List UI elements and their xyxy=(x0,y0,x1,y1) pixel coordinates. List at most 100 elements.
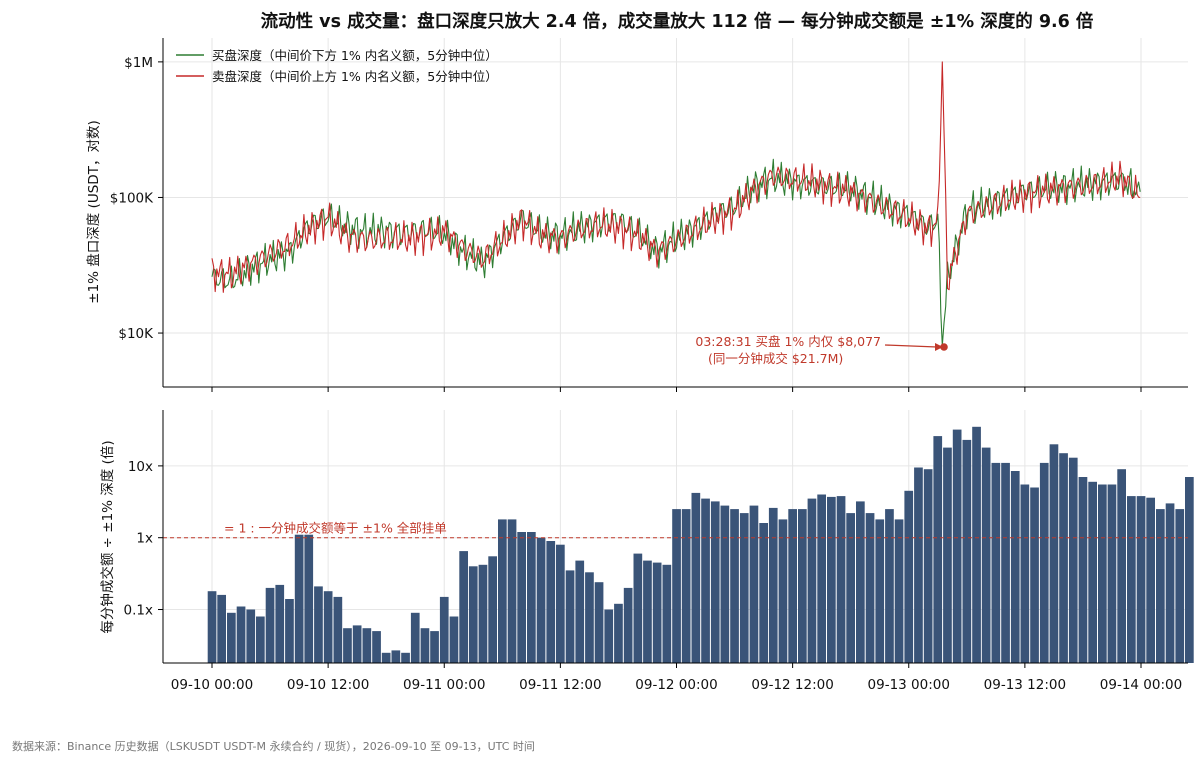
ratio-bar xyxy=(710,501,720,663)
ratio-bar xyxy=(1010,471,1020,663)
ratio-bar xyxy=(507,519,517,663)
ratio-bar xyxy=(1117,469,1126,663)
ratio-bar xyxy=(856,501,865,663)
ratio-bar xyxy=(1146,497,1155,663)
top-ytick-label: $10K xyxy=(118,326,154,342)
ratio-bar xyxy=(865,513,875,663)
x-tick-label: 09-12 12:00 xyxy=(751,677,833,693)
ratio-bar xyxy=(585,572,594,663)
ratio-bar xyxy=(827,496,836,663)
ratio-bar xyxy=(246,609,256,663)
ratio-bar xyxy=(846,513,855,663)
ratio-bar xyxy=(991,462,1001,663)
ratio-bar xyxy=(410,612,420,663)
ratio-bar xyxy=(556,544,565,663)
legend-label-ask: 卖盘深度（中间价上方 1% 内名义额，5分钟中位） xyxy=(212,69,498,84)
ratio-bar xyxy=(314,586,323,663)
ratio-bar xyxy=(914,467,923,663)
x-tick-label: 09-10 12:00 xyxy=(287,677,369,693)
ratio-bar xyxy=(1020,484,1030,663)
ratio-bar xyxy=(575,560,585,663)
ratio-bar xyxy=(285,599,294,663)
ratio-bar xyxy=(333,596,343,663)
ratio-bar xyxy=(372,631,381,663)
ratio-bar xyxy=(894,519,904,663)
ratio-bar xyxy=(459,551,468,663)
bottom-ytick-label: 0.1x xyxy=(124,603,153,619)
ratio-bar xyxy=(1107,484,1117,663)
ratio-bar xyxy=(207,591,217,663)
ratio-bar xyxy=(1185,477,1194,663)
top-y-axis-title: ±1% 盘口深度 (USDT，对数) xyxy=(85,120,102,303)
ratio-bar xyxy=(1078,477,1088,663)
ratio-bar xyxy=(981,447,991,663)
ratio-bar xyxy=(594,582,604,663)
ratio-bar xyxy=(430,631,439,663)
ratio-bar xyxy=(546,541,556,663)
annotation-line1: 03:28:31 买盘 1% 内仅 $8,077 xyxy=(695,334,881,349)
ratio-bar xyxy=(391,650,401,663)
ratio-bar xyxy=(304,534,314,663)
x-tick-label: 09-12 00:00 xyxy=(635,677,717,693)
ratio-bar xyxy=(962,439,972,663)
annotation: 03:28:31 买盘 1% 内仅 $8,077 (同一分钟成交 $21.7M) xyxy=(695,334,948,366)
ratio-bar xyxy=(1156,509,1165,663)
ratio-bar xyxy=(885,509,894,663)
ratio-bar xyxy=(468,566,478,663)
ratio-bar xyxy=(381,652,391,663)
ratio-bar xyxy=(217,594,226,663)
x-tick-label: 09-11 00:00 xyxy=(403,677,485,693)
annotation-marker xyxy=(940,343,948,351)
ratio-bar xyxy=(275,584,285,663)
ratio-bar xyxy=(807,498,817,663)
ratio-bar xyxy=(778,519,788,663)
ratio-bar xyxy=(1136,496,1146,663)
ratio-bar xyxy=(1165,503,1175,663)
legend: 买盘深度（中间价下方 1% 内名义额，5分钟中位） 卖盘深度（中间价上方 1% … xyxy=(176,48,498,84)
annotation-line2: (同一分钟成交 $21.7M) xyxy=(708,351,843,366)
ratio-bar xyxy=(536,537,546,663)
ratio-bar xyxy=(643,560,652,663)
ratio-bar xyxy=(798,509,807,663)
ratio-bar xyxy=(420,628,430,663)
footer-note: 数据来源：Binance 历史数据（LSKUSDT USDT-M 永续合约 / … xyxy=(12,739,535,753)
x-tick-label: 09-13 00:00 xyxy=(868,677,950,693)
ratio-bar xyxy=(1039,462,1049,663)
ratio-bar xyxy=(498,519,507,663)
ratio-bar xyxy=(565,570,575,663)
ratio-bar xyxy=(923,469,933,663)
ratio-bar xyxy=(1030,487,1039,663)
ratio-bar xyxy=(527,532,536,663)
ratio-bar xyxy=(614,603,623,663)
ratio-bar xyxy=(739,513,749,663)
ratio-bar xyxy=(362,628,372,663)
ratio-bar xyxy=(401,652,410,663)
ratio-bar xyxy=(691,492,701,663)
ratio-bar xyxy=(1098,484,1107,663)
ratio-bar xyxy=(701,498,710,663)
ratio-bar xyxy=(720,505,730,663)
ratio-bar xyxy=(1068,457,1078,663)
ratio-bar xyxy=(768,507,778,663)
ratio-bar xyxy=(449,616,459,663)
ratio-bar xyxy=(662,564,672,663)
ratio-bar xyxy=(1049,444,1059,663)
ratio-bar xyxy=(604,609,614,663)
ratio-bar xyxy=(439,596,449,663)
ratio-bar xyxy=(633,553,643,663)
ratio-bar xyxy=(1175,509,1185,663)
ratio-bar xyxy=(817,494,826,663)
chart-title: 流动性 vs 成交量：盘口深度只放大 2.4 倍，成交量放大 112 倍 — 每… xyxy=(261,11,1094,32)
ratio-bar xyxy=(294,534,304,663)
ratio-bar xyxy=(749,505,759,663)
ask-depth-line xyxy=(211,61,1141,293)
bottom-ytick-label: 1x xyxy=(136,531,153,547)
ratio-bar xyxy=(904,490,914,663)
ratio-bar xyxy=(672,509,681,663)
ratio-bar xyxy=(1127,496,1136,663)
ratio-bar xyxy=(236,606,246,663)
x-tick-label: 09-11 12:00 xyxy=(519,677,601,693)
ratio-bar xyxy=(788,509,797,663)
x-tick-label: 09-10 00:00 xyxy=(171,677,253,693)
